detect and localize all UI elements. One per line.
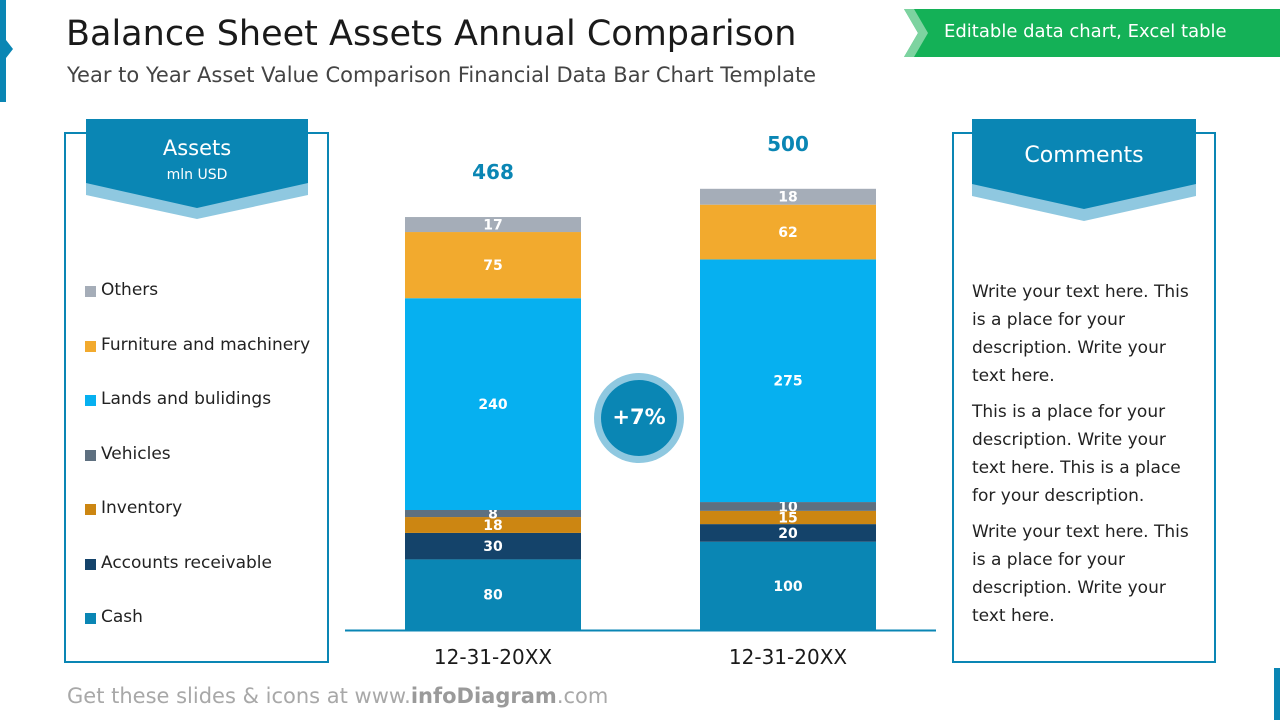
data-label-lands-and-bulidings-1: 240 <box>478 397 507 413</box>
legend-label-lands-and-bulidings: Lands and bulidings <box>101 389 272 409</box>
comments-ribbon: Comments <box>972 119 1196 221</box>
comments-text: Write your text here. This is a place fo… <box>972 278 1202 638</box>
data-label-furniture-and-machinery-2: 62 <box>778 225 797 241</box>
data-label-furniture-and-machinery-1: 75 <box>483 258 502 274</box>
bar-segment-inventory-1 <box>405 517 581 533</box>
bar-segment-cash-1 <box>405 559 581 630</box>
bar-segment-accounts-receivable-1 <box>405 532 581 560</box>
page-subtitle: Year to Year Asset Value Comparison Fina… <box>67 63 817 87</box>
comment-paragraph-2: This is a place for your description. Wr… <box>972 402 1181 506</box>
footer-text: Get these slides & icons at www.infoDiag… <box>67 684 608 708</box>
data-label-inventory-1: 18 <box>483 518 502 534</box>
bar-segment-lands-and-bulidings-1 <box>405 298 581 510</box>
assets-unit: mln USD <box>166 167 228 183</box>
data-label-vehicles-2: 10 <box>778 499 798 515</box>
total-label-2: 500 <box>767 132 809 156</box>
bar-segment-lands-and-bulidings-2 <box>700 259 876 503</box>
data-label-cash-2: 100 <box>773 579 802 595</box>
legend-swatch-vehicles <box>85 449 96 461</box>
data-label-vehicles-1: 8 <box>488 507 498 523</box>
data-label-accounts-receivable-2: 20 <box>778 526 798 542</box>
data-label-others-2: 18 <box>778 190 797 206</box>
bar-segment-inventory-2 <box>700 510 876 525</box>
growth-badge: +7% <box>594 373 684 463</box>
bar-segment-vehicles-1 <box>405 509 581 518</box>
legend-label-others: Others <box>101 280 159 300</box>
bar-segment-furniture-and-machinery-2 <box>700 204 876 260</box>
data-label-others-1: 17 <box>483 218 502 234</box>
assets-ribbon: Assets mln USD <box>86 119 308 219</box>
corner-mark <box>1274 668 1280 720</box>
bar-segment-others-2 <box>700 188 876 205</box>
comments-title: Comments <box>1024 143 1144 168</box>
legend-label-cash: Cash <box>101 607 143 627</box>
assets-panel <box>64 132 329 663</box>
category-label-2: 12-31-20XX <box>729 645 847 669</box>
editable-badge: Editable data chart, Excel table <box>904 9 1280 57</box>
legend-swatch-cash <box>85 613 96 624</box>
growth-label: +7% <box>612 405 666 429</box>
data-label-accounts-receivable-1: 30 <box>483 539 503 555</box>
footer-prefix: Get these slides & icons at www. <box>67 684 411 708</box>
badge-shape <box>904 9 1280 57</box>
data-label-cash-1: 80 <box>483 588 503 604</box>
legend-swatch-accounts-receivable <box>85 558 96 570</box>
bar-segment-accounts-receivable-2 <box>700 524 876 542</box>
comments-ribbon-shape <box>972 119 1196 221</box>
bar-segment-cash-2 <box>700 541 876 630</box>
comment-paragraph-1: Write your text here. This is a place fo… <box>972 282 1189 386</box>
bar-segment-others-1 <box>405 217 581 233</box>
legend-label-inventory: Inventory <box>101 498 183 518</box>
legend-swatch-furniture-and-machinery <box>85 340 96 352</box>
footer-brand: infoDiagram <box>410 684 557 708</box>
legend-swatch-others <box>85 286 96 297</box>
comment-paragraph-3: Write your text here. This is a place fo… <box>972 522 1189 626</box>
growth-badge-inner: +7% <box>601 380 677 456</box>
badge-label: Editable data chart, Excel table <box>944 21 1227 42</box>
legend-label-vehicles: Vehicles <box>101 443 171 464</box>
legend-label-furniture-and-machinery: Furniture and machinery <box>101 334 311 355</box>
total-label-1: 468 <box>472 160 514 184</box>
accent-tick <box>6 40 13 58</box>
assets-ribbon-shape <box>86 119 308 219</box>
legend-label-accounts-receivable: Accounts receivable <box>101 552 272 573</box>
category-label-1: 12-31-20XX <box>434 645 552 669</box>
assets-title: Assets <box>162 136 232 160</box>
legend-swatch-inventory <box>85 504 96 515</box>
legend-swatch-lands-and-bulidings <box>85 395 96 406</box>
page-title: Balance Sheet Assets Annual Comparison <box>66 14 797 54</box>
footer-suffix: .com <box>556 684 609 708</box>
data-label-inventory-2: 15 <box>778 510 797 526</box>
accent-bar <box>0 0 6 102</box>
bar-segment-furniture-and-machinery-1 <box>405 232 581 299</box>
data-label-lands-and-bulidings-2: 275 <box>773 374 802 390</box>
bar-segment-vehicles-2 <box>700 502 876 511</box>
